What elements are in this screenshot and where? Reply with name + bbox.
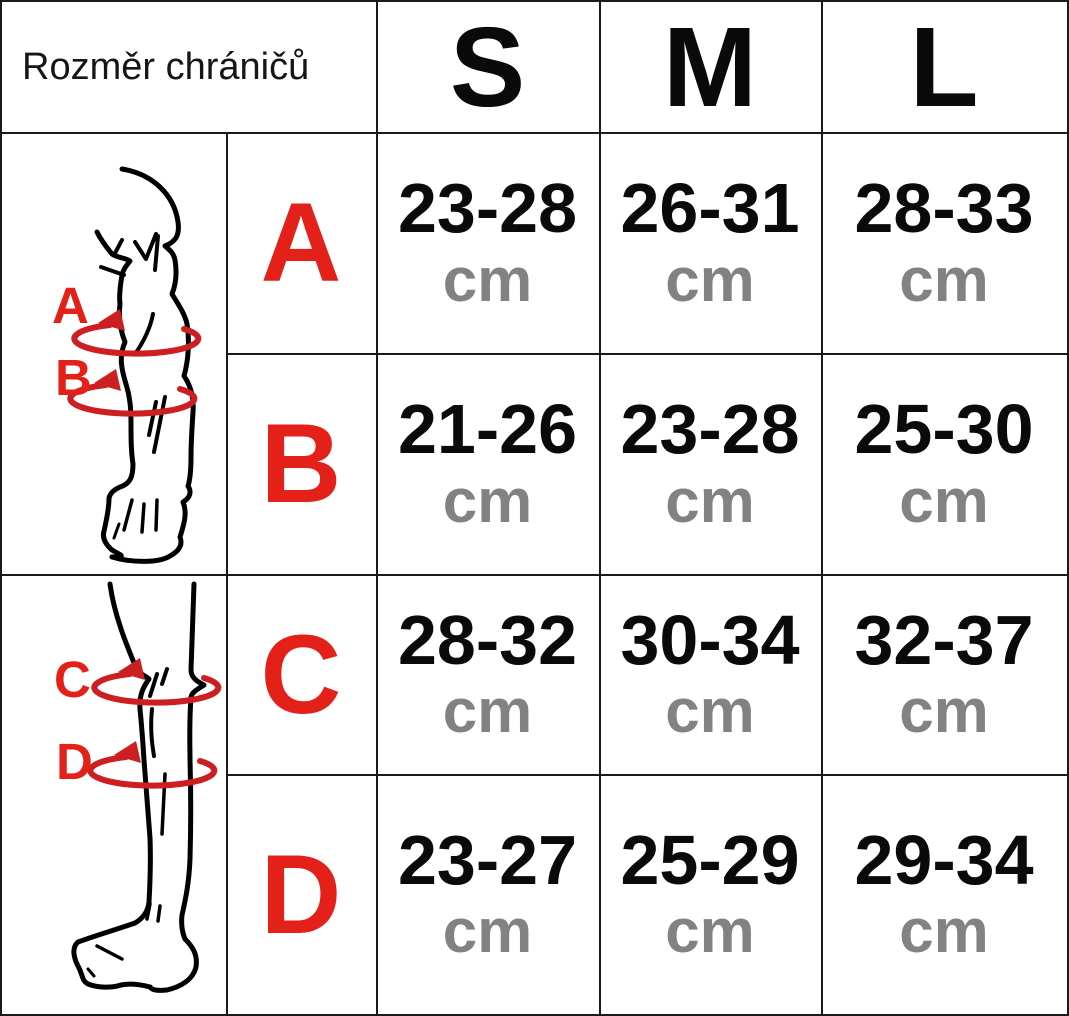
svg-text:B: B: [55, 349, 92, 406]
svg-text:A: A: [52, 277, 89, 334]
svg-text:D: D: [56, 733, 93, 790]
svg-text:C: C: [54, 651, 91, 708]
